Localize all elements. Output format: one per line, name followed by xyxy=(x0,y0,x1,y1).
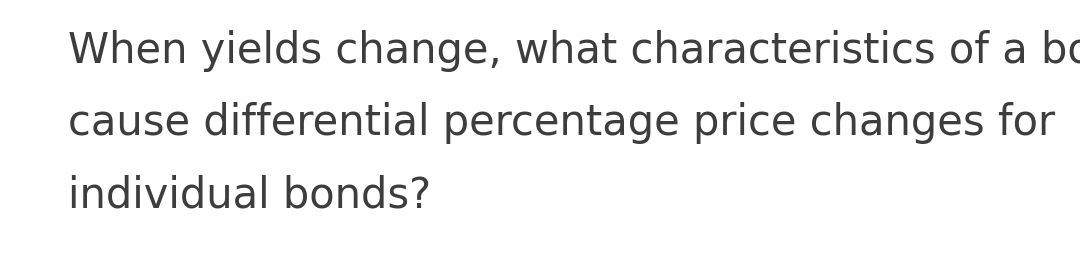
Text: individual bonds?: individual bonds? xyxy=(68,174,431,216)
Text: When yields change, what characteristics of a bond: When yields change, what characteristics… xyxy=(68,30,1080,72)
Text: cause differential percentage price changes for: cause differential percentage price chan… xyxy=(68,102,1055,144)
